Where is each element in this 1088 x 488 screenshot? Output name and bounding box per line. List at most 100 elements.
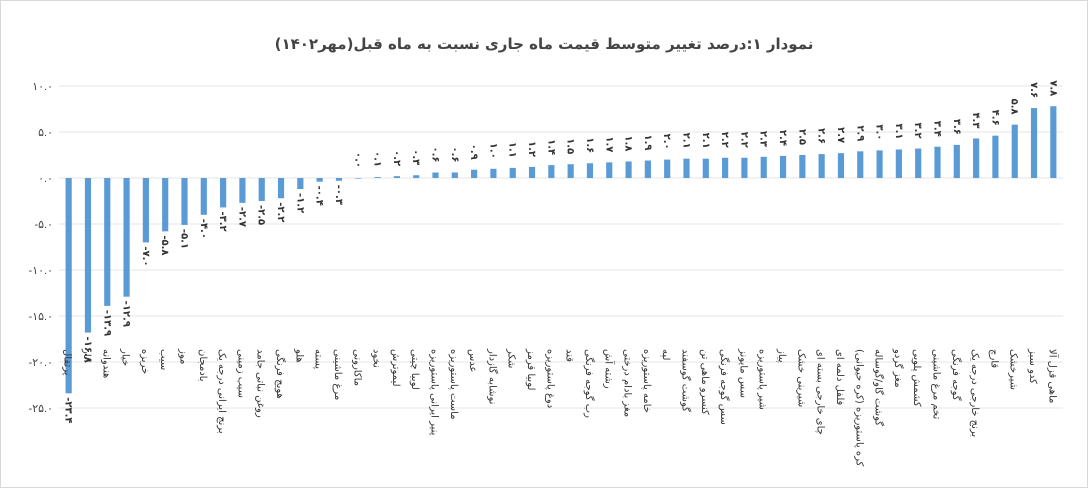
bar bbox=[104, 178, 111, 306]
bar bbox=[760, 156, 767, 178]
y-tick-label: -۱۰.۰ bbox=[29, 265, 53, 277]
category-label: نوشابه گازدار bbox=[486, 348, 498, 404]
data-label: ۴.۶ bbox=[989, 110, 1000, 126]
bar bbox=[548, 165, 555, 178]
data-label: -۱۲.۹ bbox=[121, 301, 132, 327]
category-label: خیار bbox=[120, 348, 131, 366]
y-tick-label: ۰.۰ bbox=[38, 173, 53, 185]
category-label: پنیر ایرانی پاستوریزه bbox=[429, 349, 440, 436]
category-label: انار bbox=[81, 348, 92, 362]
bar bbox=[200, 178, 207, 215]
data-label: ۲.۰ bbox=[661, 134, 672, 150]
category-label: گوجه فرنگی bbox=[950, 349, 962, 401]
y-tick-label: -۱۵.۰ bbox=[29, 311, 53, 323]
bar bbox=[625, 161, 632, 178]
category-label: بادمجان bbox=[197, 349, 208, 382]
y-tick-label: ۱۰.۰ bbox=[32, 81, 53, 93]
data-labels: -۲۳.۴ -۱۶.۸ -۱۳.۹ -۱۲.۹ -۷.۰ -۵.۸ -۵.۱ -۴.۰ -۳.۲… bbox=[63, 80, 1059, 423]
bar bbox=[239, 178, 246, 203]
category-label: شیرخشک bbox=[1008, 349, 1019, 390]
data-label: -۲۳.۴ bbox=[63, 397, 74, 423]
bar bbox=[509, 167, 516, 178]
category-label: ماست پاستوریزه bbox=[448, 349, 459, 420]
data-label: ۲.۹ bbox=[854, 125, 865, 141]
bar bbox=[142, 178, 149, 243]
bar bbox=[181, 178, 188, 225]
bar bbox=[702, 158, 709, 178]
data-label: -۵.۸ bbox=[159, 235, 170, 255]
bar bbox=[779, 155, 787, 178]
category-label: سیب bbox=[158, 349, 169, 370]
bar bbox=[1011, 124, 1018, 178]
category-label: قند bbox=[564, 349, 575, 362]
data-label: ۰.۶ bbox=[430, 146, 441, 162]
category-label: عدس bbox=[467, 349, 478, 372]
y-tick-label: -۲۵.۰ bbox=[29, 403, 53, 415]
category-label: هلو bbox=[293, 348, 304, 363]
data-label: -۵.۱ bbox=[179, 229, 190, 249]
bar bbox=[432, 172, 439, 178]
bar bbox=[837, 153, 845, 178]
bar bbox=[393, 176, 400, 178]
bar bbox=[277, 178, 285, 199]
category-label: لوبیا قرمز bbox=[525, 348, 536, 390]
data-label: ۳.۶ bbox=[951, 119, 962, 135]
bar bbox=[722, 157, 729, 178]
category-label: ماکارونی bbox=[351, 349, 362, 386]
category-label: پیاز bbox=[776, 348, 787, 363]
category-label: پسته bbox=[313, 349, 324, 369]
data-label: ۰.۹ bbox=[468, 144, 479, 160]
data-label: ۱.۴ bbox=[545, 139, 556, 155]
data-label: -۲.۵ bbox=[256, 205, 267, 225]
bar bbox=[123, 178, 130, 297]
bar bbox=[644, 160, 651, 178]
category-label: کشمش پلویی bbox=[911, 349, 922, 407]
data-label: ۱.۶ bbox=[584, 137, 595, 153]
data-label: ۲.۶ bbox=[816, 128, 827, 144]
category-label: هویج فرنگی bbox=[274, 349, 286, 399]
bar bbox=[567, 164, 574, 178]
y-tick-label: -۲۰.۰ bbox=[29, 357, 53, 369]
gridlines bbox=[59, 85, 1063, 409]
y-tick-label: -۵.۰ bbox=[34, 219, 53, 231]
category-label: تخم مرغ ماشینی bbox=[931, 349, 942, 419]
bar bbox=[84, 178, 92, 333]
category-label: لوبیا چیتی bbox=[409, 349, 420, 390]
bar bbox=[857, 151, 864, 178]
category-labels: پرتقال انار هندوانه خیار خربزه سیب موز بادمجان ب… bbox=[62, 348, 1060, 467]
data-label: -۱.۲ bbox=[294, 193, 305, 213]
bar bbox=[451, 172, 458, 178]
bar bbox=[973, 138, 980, 178]
category-label: خامه پاستوریزه bbox=[641, 349, 652, 413]
data-label: -۲.۲ bbox=[275, 202, 286, 222]
category-label: ماهی قزل آلا bbox=[1046, 349, 1059, 403]
category-label: گوشت گاو/گوساله bbox=[873, 349, 885, 426]
bar bbox=[316, 178, 323, 182]
category-label: خربزه bbox=[139, 349, 150, 374]
data-label: ۲.۳ bbox=[758, 131, 769, 147]
data-label: ۰.۶ bbox=[449, 146, 460, 162]
data-label: ۰.۳ bbox=[410, 149, 421, 165]
bar bbox=[355, 178, 362, 179]
category-label: چای خارجی بسته ای bbox=[815, 349, 826, 435]
bar bbox=[818, 154, 825, 178]
bar bbox=[606, 162, 613, 178]
category-label: مغز گردو bbox=[892, 348, 904, 387]
bar bbox=[1030, 108, 1038, 178]
category-label: دوغ پاستوریزه bbox=[544, 349, 555, 408]
bar bbox=[471, 169, 478, 178]
category-label: رب گوجه فرنگی bbox=[583, 349, 595, 418]
category-label: روغن نباتی جامد bbox=[255, 349, 266, 418]
category-label: سس مایونز bbox=[737, 348, 748, 398]
data-label: ۳.۰ bbox=[874, 124, 885, 140]
data-label: -۰.۴ bbox=[314, 186, 325, 206]
category-label: موز bbox=[178, 348, 189, 364]
bar bbox=[374, 177, 381, 178]
category-label: برنج ایرانی درجه یک bbox=[216, 349, 227, 434]
bar bbox=[65, 178, 72, 394]
data-label: ۱.۹ bbox=[642, 135, 653, 151]
data-label: ۷.۶ bbox=[1028, 82, 1039, 98]
bar bbox=[490, 168, 497, 178]
data-label: ۱.۲ bbox=[526, 141, 537, 157]
data-label: ۳.۴ bbox=[932, 121, 943, 137]
